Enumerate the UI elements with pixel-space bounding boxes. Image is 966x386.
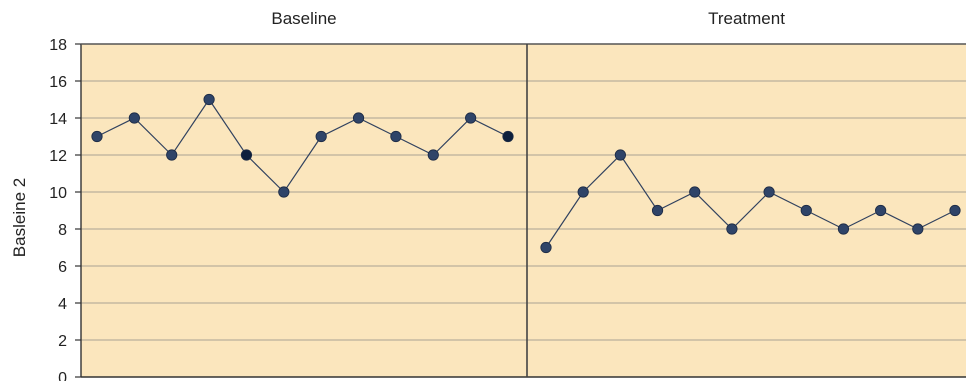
phase-label-treatment: Treatment (708, 9, 785, 28)
data-point (540, 241, 552, 254)
data-point (912, 223, 924, 235)
data-point (166, 149, 178, 161)
data-point (203, 93, 215, 106)
y-axis-label: Basleine 2 (10, 178, 29, 257)
data-point (240, 149, 253, 161)
phase-label-baseline: Baseline (271, 9, 336, 28)
data-point (689, 186, 701, 198)
y-tick-label: 6 (58, 259, 67, 276)
data-point (949, 204, 961, 217)
y-tick-label: 0 (58, 370, 67, 381)
data-point (875, 204, 887, 217)
data-point (800, 204, 812, 217)
data-point (763, 186, 775, 198)
data-point (502, 130, 514, 143)
plot-area (81, 44, 966, 377)
labels: 0 2 4 6 8 10 12 14 16 18 Basleine 2 Baseline Treatme… (10, 9, 785, 386)
data-point (315, 130, 327, 143)
data-point (128, 112, 140, 124)
data-point (427, 149, 439, 161)
series-line-baseline (96, 98, 509, 193)
series (91, 93, 961, 254)
y-tick-label: 4 (58, 296, 67, 313)
y-tick-label: 18 (49, 37, 67, 54)
data-point (614, 149, 626, 161)
axes (75, 43, 966, 378)
plot-background (81, 44, 966, 377)
data-point (577, 186, 589, 198)
y-tick-label: 2 (58, 333, 67, 350)
y-tick-label: 12 (49, 148, 67, 165)
data-point (278, 186, 290, 198)
y-tick-label: 8 (58, 222, 67, 239)
data-point (651, 204, 664, 217)
data-point (390, 130, 402, 143)
data-point (465, 112, 477, 124)
data-point (837, 223, 850, 235)
y-tick-label: 16 (49, 74, 67, 91)
data-point (726, 223, 738, 235)
data-point (91, 130, 103, 143)
y-tick-label: 14 (49, 111, 67, 128)
y-tick-label: 10 (49, 185, 67, 202)
data-point (352, 112, 365, 124)
series-line-treatment (545, 154, 956, 248)
